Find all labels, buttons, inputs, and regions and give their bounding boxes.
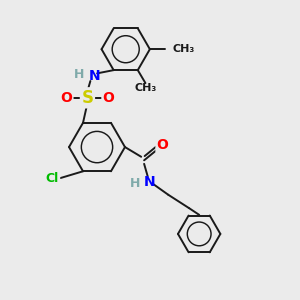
Text: O: O — [157, 138, 169, 152]
Text: O: O — [103, 91, 115, 105]
Text: CH₃: CH₃ — [172, 44, 195, 54]
Text: CH₃: CH₃ — [135, 83, 157, 93]
Text: O: O — [60, 91, 72, 105]
Text: H: H — [130, 177, 140, 190]
Text: Cl: Cl — [46, 172, 59, 184]
Text: S: S — [81, 89, 93, 107]
Text: N: N — [144, 175, 156, 188]
Text: H: H — [74, 68, 85, 81]
Text: N: N — [88, 69, 100, 83]
